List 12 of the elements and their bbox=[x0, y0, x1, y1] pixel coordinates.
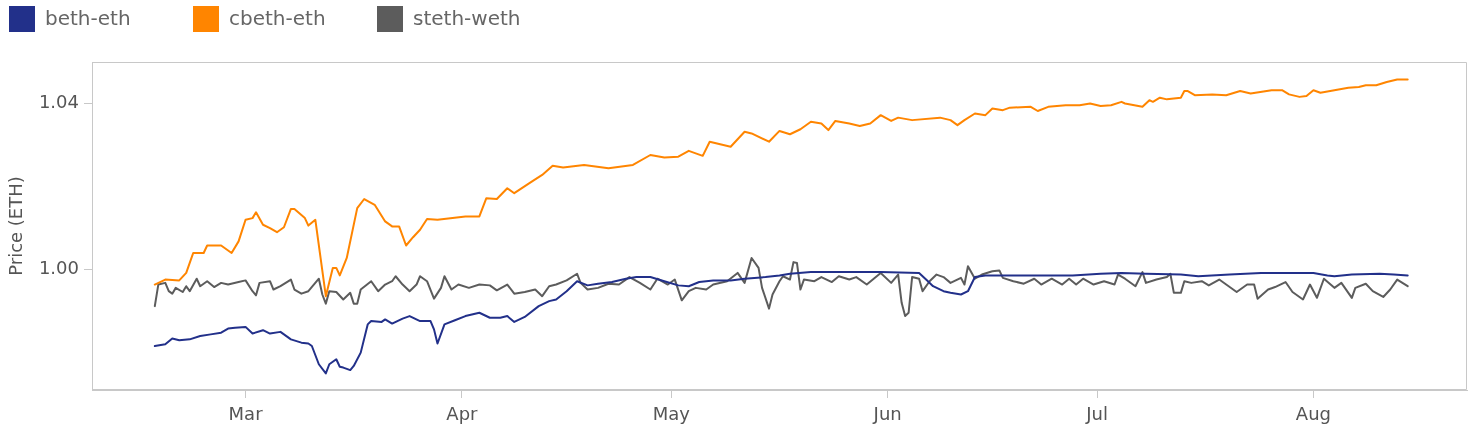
y-axis-title: Price (ETH) bbox=[5, 176, 27, 276]
y-tick-label: 1.04 bbox=[38, 91, 79, 113]
x-tick-label: Jun bbox=[872, 403, 902, 425]
y-tick-label: 1.00 bbox=[38, 257, 79, 279]
x-tick-label: Mar bbox=[228, 403, 264, 425]
x-tick-label: Jul bbox=[1085, 403, 1108, 425]
x-tick-label: Aug bbox=[1295, 403, 1332, 425]
legend-label: beth-eth bbox=[45, 6, 131, 31]
legend-label: cbeth-eth bbox=[229, 6, 326, 31]
x-tick-label: Apr bbox=[446, 403, 479, 425]
x-tick-label: May bbox=[652, 403, 691, 425]
legend-label: steth-weth bbox=[413, 6, 521, 31]
